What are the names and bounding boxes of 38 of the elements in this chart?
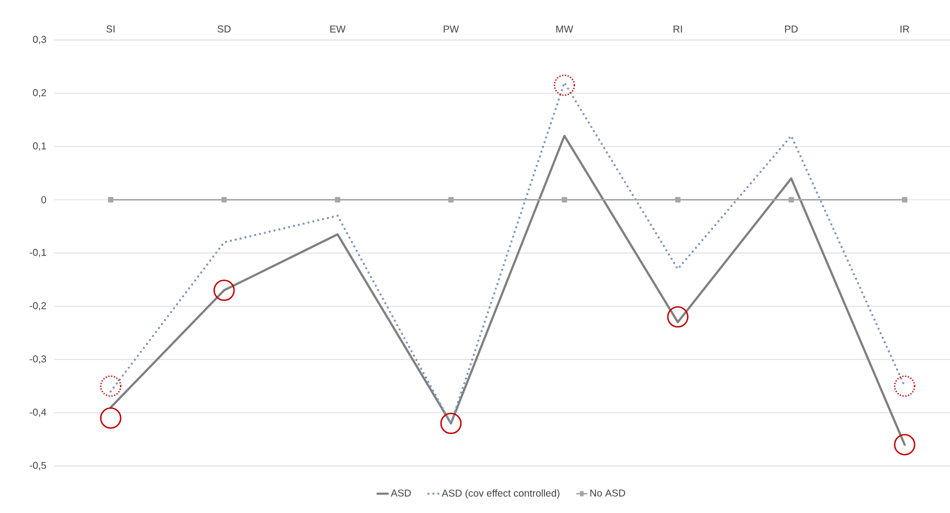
- x-tick-label: PW: [444, 26, 459, 32]
- point: [334, 197, 340, 202]
- y-tick-label: -0,2: [30, 302, 46, 310]
- y-tick-label: -0,1: [30, 248, 46, 258]
- x-tick-label: SD: [218, 25, 231, 32]
- point: [675, 197, 680, 202]
- x-tick-label: RI: [674, 26, 682, 32]
- legend-label: ASD (cov effect controlled): [442, 489, 560, 499]
- point: [788, 197, 794, 202]
- point: [100, 375, 122, 397]
- legend-label: No ASD: [590, 489, 626, 497]
- legend-label: ASD: [390, 489, 411, 497]
- point: [100, 407, 122, 429]
- point: [894, 434, 916, 456]
- x-tick-label: IR: [900, 26, 910, 32]
- point: [554, 74, 576, 96]
- y-tick-label: 0,1: [33, 142, 46, 151]
- point: [667, 306, 688, 328]
- point: [440, 412, 462, 434]
- x-tick-label: MW: [556, 26, 574, 32]
- y-tick-label: -0,4: [30, 408, 46, 417]
- y-tick-label: 0,2: [33, 89, 46, 98]
- point: [894, 375, 916, 397]
- y-tick-label: 0: [41, 196, 46, 204]
- x-tick-label: EW: [330, 26, 346, 32]
- y-tick-label: -0,5: [30, 462, 46, 470]
- line-series: [110, 82, 906, 424]
- point: [902, 197, 908, 202]
- x-tick-label: SI: [106, 25, 114, 32]
- point: [221, 197, 227, 202]
- point: [108, 197, 114, 202]
- y-tick-label: -0,3: [30, 355, 46, 364]
- point: [448, 197, 454, 202]
- y-tick-label: 0,3: [33, 36, 46, 44]
- x-tick-label: PD: [785, 26, 798, 32]
- point: [213, 280, 235, 301]
- point: [562, 197, 568, 202]
- line-series: [110, 134, 906, 446]
